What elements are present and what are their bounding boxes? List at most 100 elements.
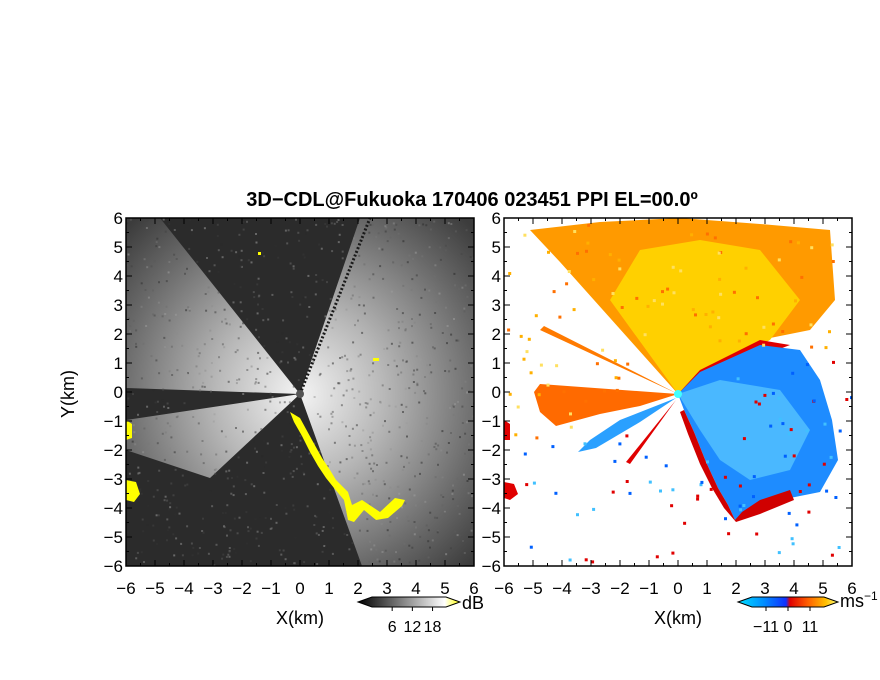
snr-speckle-pixel [164, 346, 166, 348]
snr-speckle-pixel [424, 288, 426, 291]
snr-speckle-pixel [315, 532, 318, 535]
snr-speckle-pixel [213, 413, 216, 416]
snr-speckle-pixel [434, 476, 437, 479]
snr-speckle-pixel [135, 329, 138, 332]
snr-speckle-pixel [330, 422, 333, 425]
snr-speckle-pixel [191, 554, 194, 557]
velocity-speckle-pixel [690, 233, 694, 237]
snr-speckle-pixel [253, 296, 256, 299]
velocity-speckle-pixel [552, 290, 556, 294]
snr-speckle-pixel [269, 400, 272, 403]
snr-speckle-pixel [402, 411, 404, 413]
snr-speckle-pixel [411, 546, 414, 549]
velocity-speckle-pixel [706, 460, 709, 464]
snr-speckle-pixel [250, 483, 253, 486]
snr-speckle-pixel [447, 442, 450, 444]
snr-speckle-pixel [164, 431, 167, 434]
snr-speckle-pixel [465, 229, 468, 232]
snr-speckle-pixel [299, 435, 302, 437]
velocity-speckle-pixel [547, 250, 550, 254]
snr-x-tick-label: −2 [232, 579, 251, 598]
snr-speckle-pixel [285, 512, 288, 515]
snr-speckle-pixel [378, 247, 381, 250]
snr-speckle-pixel [432, 346, 434, 349]
snr-speckle-pixel [323, 545, 326, 547]
velocity-speckle-pixel [652, 299, 656, 303]
velocity-speckle-pixel [763, 393, 767, 397]
snr-speckle-pixel [337, 241, 340, 244]
snr-speckle-pixel [256, 312, 259, 315]
snr-speckle-pixel [259, 357, 261, 360]
snr-speckle-pixel [157, 514, 160, 517]
velocity-speckle-pixel [732, 290, 736, 294]
velocity-speckle-pixel [644, 455, 648, 459]
snr-speckle-pixel [337, 382, 340, 385]
velocity-speckle-pixel [595, 362, 599, 366]
snr-speckle-pixel [321, 279, 324, 282]
velocity-speckle-pixel [787, 511, 791, 515]
velocity-speckle-pixel [626, 362, 630, 366]
snr-speckle-pixel [180, 542, 183, 545]
snr-speckle-pixel [383, 483, 386, 486]
velocity-speckle-pixel [679, 269, 683, 273]
snr-speckle-pixel [315, 223, 318, 226]
snr-speckle-pixel [323, 497, 326, 500]
snr-speckle-pixel [188, 247, 191, 250]
snr-speckle-pixel [215, 453, 218, 456]
snr-speckle-pixel [176, 369, 179, 372]
velocity-speckle-pixel [527, 337, 531, 341]
snr-speckle-pixel [339, 461, 342, 464]
radar-site-velocity [674, 390, 682, 398]
snr-speckle-pixel [367, 441, 370, 444]
snr-speckle-pixel [292, 405, 295, 408]
snr-speckle-pixel [326, 225, 328, 228]
snr-speckle-pixel [454, 530, 457, 533]
snr-speckle-pixel [257, 351, 260, 354]
snr-speckle-pixel [140, 282, 143, 285]
velocity-speckle-pixel [777, 551, 781, 555]
snr-speckle-pixel [158, 372, 161, 375]
snr-speckle-pixel [135, 345, 138, 348]
snr-speckle-pixel [319, 372, 322, 375]
snr-speckle-pixel [187, 372, 189, 375]
snr-speckle-pixel [192, 386, 195, 389]
snr-speckle-pixel [344, 354, 346, 357]
snr-speckle-pixel [152, 389, 155, 392]
snr-speckle-pixel [170, 436, 173, 439]
snr-speckle-pixel [165, 280, 168, 283]
snr-speckle-pixel [257, 303, 259, 306]
snr-speckle-pixel [222, 553, 225, 556]
snr-saturated-dot [258, 252, 261, 255]
velocity-speckle-pixel [611, 490, 615, 494]
snr-speckle-pixel [324, 223, 327, 225]
snr-speckle-pixel [189, 219, 192, 221]
velocity-speckle-pixel [830, 243, 834, 247]
snr-speckle-pixel [382, 277, 385, 280]
velocity-speckle-pixel [777, 396, 781, 400]
snr-speckle-pixel [152, 539, 155, 542]
snr-speckle-pixel [308, 452, 311, 455]
snr-speckle-pixel [369, 414, 372, 417]
snr-speckle-pixel [404, 502, 407, 505]
snr-speckle-pixel [380, 523, 383, 526]
snr-speckle-pixel [132, 393, 134, 396]
snr-speckle-pixel [249, 527, 252, 530]
velocity-speckle-pixel [522, 357, 526, 361]
snr-speckle-pixel [353, 285, 356, 288]
snr-speckle-pixel [404, 350, 407, 353]
snr-speckle-pixel [197, 355, 200, 358]
snr-speckle-pixel [171, 353, 174, 356]
snr-speckle-pixel [470, 364, 473, 367]
snr-speckle-pixel [153, 314, 156, 317]
snr-speckle-pixel [164, 230, 167, 233]
snr-speckle-pixel [358, 390, 361, 393]
snr-speckle-pixel [405, 422, 408, 425]
velocity-speckle-pixel [635, 296, 639, 300]
snr-speckle-pixel [303, 473, 306, 476]
snr-speckle-pixel [348, 435, 351, 437]
snr-speckle-pixel [362, 304, 365, 307]
snr-speckle-pixel [263, 255, 266, 258]
snr-speckle-pixel [175, 416, 178, 419]
snr-speckle-pixel [266, 356, 269, 359]
snr-speckle-pixel [384, 420, 386, 423]
